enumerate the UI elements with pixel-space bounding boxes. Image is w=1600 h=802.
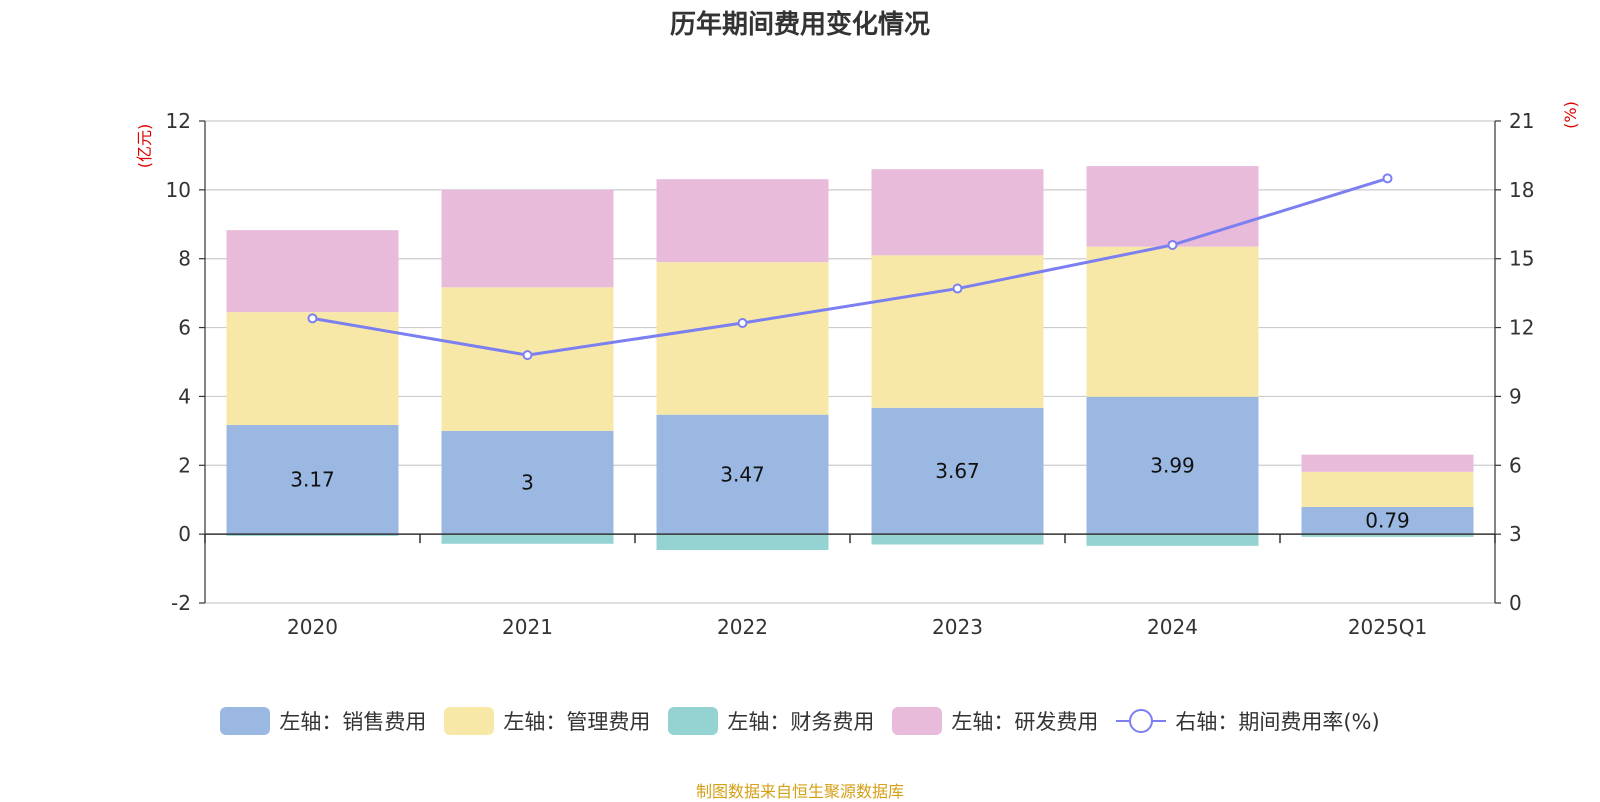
source-note: 制图数据来自恒生聚源数据库 [695,782,904,801]
line-point-2022 [737,317,748,328]
data-label: 3.67 [935,459,980,483]
legend-item-1[interactable]: 左轴：销售费用 [220,706,426,736]
legend-swatch [892,707,943,735]
data-label: 3.99 [1150,453,1195,477]
data-label: 3 [521,471,534,495]
y-right-tick-label: 0 [1509,591,1522,615]
legend-item-rate[interactable]: 右轴：期间费用率(%) [1116,706,1380,736]
y-right-tick-label: 15 [1509,247,1534,271]
legend-label: 左轴：研发费用 [951,710,1099,734]
line-series-path [312,176,1388,357]
bar-1-2022 [656,414,829,535]
y-left-tick-label: 4 [178,384,191,408]
bar-2-2025Q1 [1301,471,1474,507]
bar-4-2021 [441,189,614,288]
bar-2-2020 [226,312,399,426]
chart-title: 历年期间费用变化情况 [669,10,930,40]
x-tick-label: 2025Q1 [1348,615,1427,639]
legend-swatch [220,707,271,735]
bar-3-2023 [871,534,1044,545]
bar-2-2022 [656,262,829,415]
data-label: 0.79 [1365,509,1410,533]
x-tick-label: 2023 [932,615,983,639]
y-left-axis-label: (亿元) [135,124,154,169]
line-point-2020 [307,313,318,324]
bar-1-2020 [226,425,399,535]
y-left-tick-label: 12 [166,109,191,133]
y-right-tick-label: 6 [1509,453,1522,477]
legend-label: 左轴：管理费用 [503,710,651,734]
bar-1-2023 [871,407,1044,535]
y-left-tick-label: -2 [171,591,191,615]
legend-label: 左轴：财务费用 [727,710,875,734]
legend-label: 右轴：期间费用率(%) [1175,710,1380,734]
bar-4-2022 [656,179,829,263]
bar-3-2021 [441,534,614,544]
y-left-tick-label: 6 [178,316,191,340]
x-tick-label: 2024 [1147,615,1198,639]
x-tick-label: 2021 [502,615,553,639]
bar-3-2022 [656,534,829,550]
line-point-2025Q1 [1382,173,1393,184]
bar-3-2020 [226,534,399,536]
y-right-tick-label: 3 [1509,522,1522,546]
bar-2-2023 [871,255,1044,408]
y-left-tick-label: 0 [178,522,191,546]
bar-4-2020 [226,230,399,313]
x-tick-label: 2022 [717,615,768,639]
y-left-tick-label: 8 [178,247,191,271]
y-right-tick-label: 18 [1509,178,1534,202]
x-tick-label: 2020 [287,615,338,639]
bar-4-2025Q1 [1301,454,1474,472]
y-right-tick-label: 21 [1509,109,1534,133]
legend-swatch [444,707,495,735]
data-label: 3.47 [720,462,765,486]
bar-1-2025Q1 [1301,506,1474,535]
y-right-axis-label: (%) [1561,101,1580,129]
legend-label: 左轴：销售费用 [279,710,427,734]
legend-item-3[interactable]: 左轴：财务费用 [668,706,874,736]
bar-1-2024 [1086,396,1259,535]
line-point-2021 [522,350,533,361]
legend-swatch [668,707,719,735]
bar-4-2023 [871,169,1044,256]
bar-4-2024 [1086,166,1259,247]
legend-item-4[interactable]: 左轴：研发费用 [892,706,1098,736]
legend: 左轴：销售费用 左轴：管理费用 左轴：财务费用 左轴：研发费用 右轴：期间费用率(%) [0,703,1600,739]
data-label: 3.17 [290,468,335,492]
bar-3-2025Q1 [1301,534,1474,537]
y-left-tick-label: 10 [166,178,191,202]
y-left-tick-label: 2 [178,453,191,477]
y-right-tick-label: 12 [1509,316,1534,340]
line-point-2023 [952,283,963,294]
legend-line-marker-icon [1116,707,1167,735]
bar-3-2024 [1086,534,1259,546]
line-point-2024 [1167,239,1178,250]
legend-item-2[interactable]: 左轴：管理费用 [444,706,650,736]
bar-2-2024 [1086,246,1259,397]
bar-1-2021 [441,430,614,535]
y-right-tick-label: 9 [1509,384,1522,408]
